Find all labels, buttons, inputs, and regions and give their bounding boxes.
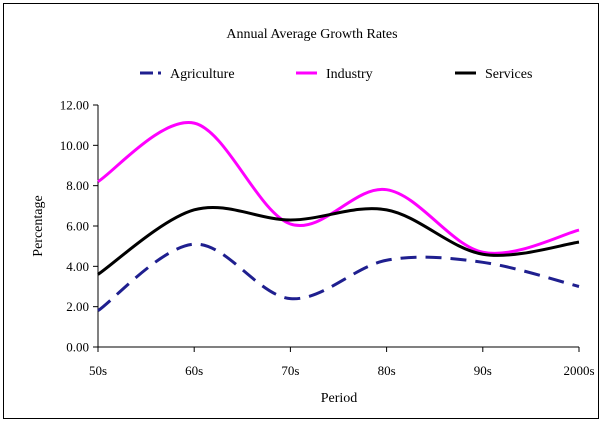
axes	[97, 105, 579, 348]
y-tick-label: 4.00	[66, 259, 89, 274]
y-tick-label: 12.00	[60, 98, 89, 113]
series-lines	[97, 121, 580, 312]
x-tick-label: 70s	[281, 363, 299, 378]
x-tick-label: 60s	[185, 363, 203, 378]
y-tick-label: 8.00	[66, 178, 89, 193]
legend-label-industry: Industry	[326, 67, 373, 82]
y-tick-label: 10.00	[60, 138, 89, 153]
x-tick-label: 90s	[474, 363, 492, 378]
series-line-agriculture	[97, 242, 580, 312]
x-axis-ticks: 50s 60s 70s 80s 90s 2000s	[89, 347, 595, 378]
series-line-services	[97, 205, 580, 276]
legend-label-agriculture: Agriculture	[170, 67, 235, 82]
x-tick-label: 50s	[89, 363, 107, 378]
y-tick-label: 6.00	[66, 219, 89, 234]
x-axis-title: Period	[321, 391, 358, 406]
y-tick-label: 0.00	[66, 340, 89, 355]
legend: Agriculture Industry Services	[140, 67, 532, 82]
chart-title: Annual Average Growth Rates	[226, 27, 397, 42]
y-axis-ticks: 0.00 2.00 4.00 6.00 8.00 10.00 12.00	[60, 98, 98, 355]
x-tick-label: 80s	[378, 363, 396, 378]
series-line-industry	[97, 121, 580, 255]
x-tick-label: 2000s	[563, 363, 594, 378]
y-tick-label: 2.00	[66, 299, 89, 314]
legend-label-services: Services	[485, 67, 532, 82]
y-axis-title: Percentage	[31, 195, 46, 256]
